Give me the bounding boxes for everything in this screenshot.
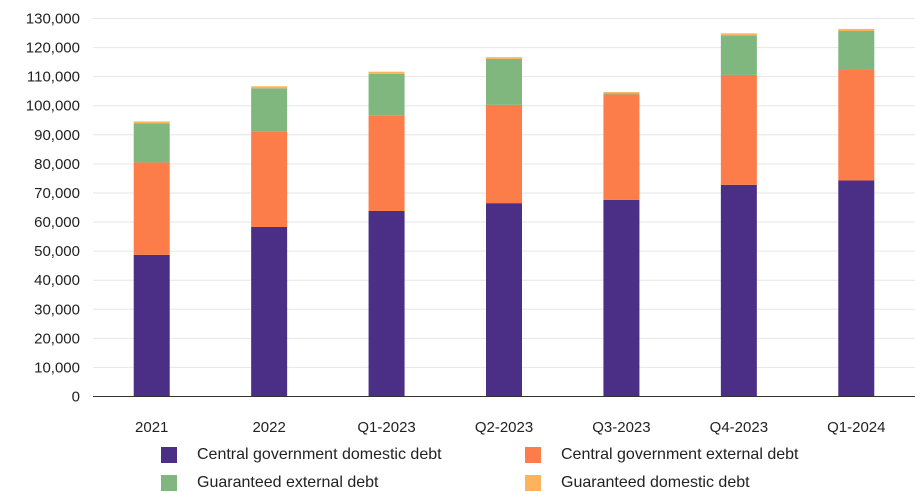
bar-segment <box>720 184 757 397</box>
bar-segment <box>603 93 640 95</box>
x-tick-label: Q2-2023 <box>475 419 533 436</box>
bar-segment <box>133 162 170 255</box>
bar-segment <box>251 131 288 227</box>
y-tick-label: 90,000 <box>34 127 80 144</box>
bar-segment <box>838 31 875 70</box>
x-tick-label: Q3-2023 <box>592 419 650 436</box>
y-tick-label: 20,000 <box>34 330 80 347</box>
y-tick-label: 50,000 <box>34 243 80 260</box>
bar-segment <box>720 35 757 75</box>
bar-segment <box>368 71 405 74</box>
y-tick-label: 40,000 <box>34 272 80 289</box>
bar-segment <box>133 121 170 124</box>
x-tick-label: Q1-2023 <box>357 419 415 436</box>
bar-segment <box>720 33 757 36</box>
bar-segment <box>486 57 522 59</box>
y-tick-label: 0 <box>72 389 80 406</box>
bar-segment <box>603 199 640 397</box>
y-tick-label: 120,000 <box>26 40 80 57</box>
bar-segment <box>486 104 522 204</box>
y-tick-label: 80,000 <box>34 156 80 173</box>
bar-segment <box>133 123 170 163</box>
bar-segment <box>486 203 522 397</box>
bar-segment <box>486 58 522 105</box>
y-tick-label: 30,000 <box>34 301 80 318</box>
bar-segment <box>838 69 875 181</box>
bar-segment <box>838 28 875 32</box>
bar-segment <box>838 180 875 397</box>
bar-segment <box>368 73 405 116</box>
bar-segment <box>603 92 640 94</box>
y-tick-label: 130,000 <box>26 11 80 28</box>
y-tick-label: 110,000 <box>27 69 80 86</box>
bar-segment <box>603 94 640 200</box>
y-tick-label: 10,000 <box>34 359 80 376</box>
bar-segment <box>251 88 288 132</box>
bar-segment <box>251 86 288 89</box>
y-tick-label: 70,000 <box>34 185 80 202</box>
bar-segment <box>720 74 757 185</box>
x-tick-label: Q1-2024 <box>827 419 885 436</box>
bar-segment <box>133 254 170 397</box>
x-tick-label: 2021 <box>135 419 168 436</box>
bar-segment <box>368 210 405 397</box>
bar-segment <box>251 226 288 397</box>
y-tick-label: 60,000 <box>34 214 80 231</box>
x-tick-label: Q4-2023 <box>710 419 768 436</box>
x-tick-label: 2022 <box>252 419 285 436</box>
y-tick-label: 100,000 <box>26 98 80 115</box>
bar-segment <box>368 115 405 211</box>
